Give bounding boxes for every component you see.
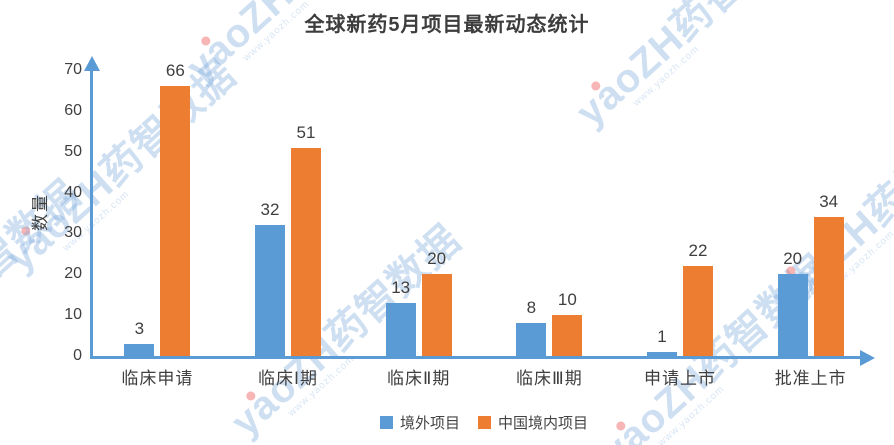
legend-item: 中国境内项目 bbox=[478, 412, 588, 433]
y-axis-line bbox=[90, 70, 93, 356]
overseas-projects-bar bbox=[516, 323, 547, 356]
bar-with-label: 8 bbox=[516, 298, 547, 356]
y-axis-ticks: 0 10 20 30 40 50 60 70 bbox=[0, 0, 82, 380]
bar-group: 13 20 bbox=[353, 0, 484, 356]
legend-label: 境外项目 bbox=[399, 415, 460, 432]
overseas-projects-bar bbox=[647, 351, 678, 356]
bar-group: 32 51 bbox=[223, 0, 354, 356]
overseas-projects-bar bbox=[124, 343, 155, 356]
chart-title: 全球新药5月项目最新动态统计 bbox=[304, 14, 590, 36]
y-tick-label: 60 bbox=[64, 101, 82, 119]
bar-value-label: 66 bbox=[165, 61, 185, 81]
bar-value-label: 3 bbox=[134, 318, 145, 338]
china-domestic-projects-bar bbox=[160, 86, 191, 356]
overseas-projects-bar bbox=[385, 302, 416, 356]
bar-with-label: 13 bbox=[385, 277, 416, 356]
china-domestic-projects-bar bbox=[552, 315, 583, 356]
legend: 境外项目 中国境内项目 bbox=[92, 412, 876, 433]
bar-with-label: 20 bbox=[421, 249, 452, 356]
bar-with-label: 66 bbox=[160, 61, 191, 356]
x-axis-category-label: 申请上市 bbox=[644, 369, 717, 388]
y-tick-label: 40 bbox=[64, 183, 82, 201]
bar-with-label: 22 bbox=[683, 241, 714, 356]
bar-with-label: 20 bbox=[777, 249, 808, 356]
bar-with-label: 51 bbox=[291, 123, 321, 356]
bar-value-label: 32 bbox=[260, 200, 280, 220]
x-axis-arrow-icon bbox=[860, 350, 875, 366]
y-tick-label: 30 bbox=[64, 224, 82, 242]
china-domestic-projects-bar bbox=[683, 266, 714, 356]
legend-label: 中国境内项目 bbox=[498, 415, 589, 432]
x-axis-line bbox=[90, 356, 862, 359]
bar-with-label: 1 bbox=[647, 326, 678, 356]
legend-swatch-icon bbox=[379, 416, 393, 429]
y-axis-arrow-icon bbox=[84, 56, 100, 71]
y-tick-label: 70 bbox=[64, 61, 82, 78]
bar-value-label: 13 bbox=[391, 277, 411, 297]
bar-with-label: 34 bbox=[813, 192, 844, 356]
bar-value-label: 22 bbox=[688, 241, 708, 261]
bar-value-label: 34 bbox=[819, 192, 839, 212]
y-tick-label: 50 bbox=[64, 142, 82, 160]
bar-with-label: 32 bbox=[255, 200, 285, 356]
bar-with-label: 10 bbox=[552, 290, 583, 356]
bar-value-label: 1 bbox=[657, 326, 667, 346]
legend-item: 境外项目 bbox=[379, 412, 460, 433]
y-tick-label: 0 bbox=[73, 347, 82, 364]
y-tick-label: 10 bbox=[64, 306, 82, 324]
bar-value-label: 8 bbox=[526, 298, 537, 318]
bar-groups: 3 66 32 51 13 20 8 10 1 22 20 34 bbox=[92, 0, 876, 356]
china-domestic-projects-bar bbox=[813, 217, 844, 356]
bar-group: 1 22 bbox=[615, 0, 746, 356]
bar-group: 3 66 bbox=[92, 0, 223, 356]
bar-value-label: 51 bbox=[296, 122, 316, 142]
bar-value-label: 20 bbox=[783, 249, 803, 269]
x-axis-category-label: 临床Ⅱ期 bbox=[386, 369, 451, 388]
x-axis-category-label: 临床申请 bbox=[121, 369, 194, 388]
bar-value-label: 20 bbox=[427, 249, 447, 269]
bar-group: 20 34 bbox=[745, 0, 876, 356]
bar-value-label: 10 bbox=[557, 290, 577, 310]
x-axis-category-labels: 临床申请 临床Ⅰ期 临床Ⅱ期 临床Ⅲ期 申请上市 批准上市 bbox=[92, 364, 876, 389]
y-tick-label: 20 bbox=[64, 265, 82, 283]
bar-with-label: 3 bbox=[124, 318, 155, 356]
x-axis-category-label: 临床Ⅰ期 bbox=[258, 369, 319, 388]
china-domestic-projects-bar bbox=[291, 147, 321, 356]
bar-group: 8 10 bbox=[484, 0, 615, 356]
legend-swatch-icon bbox=[478, 416, 491, 429]
x-axis-category-label: 临床Ⅲ期 bbox=[515, 369, 583, 388]
x-axis-category-label: 批准上市 bbox=[774, 369, 847, 388]
overseas-projects-bar bbox=[777, 274, 808, 356]
china-domestic-projects-bar bbox=[421, 274, 452, 356]
overseas-projects-bar bbox=[255, 225, 285, 356]
